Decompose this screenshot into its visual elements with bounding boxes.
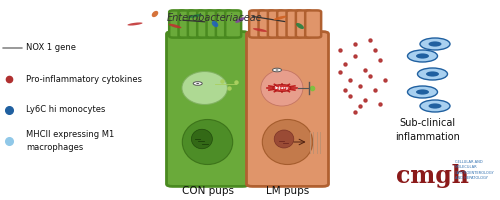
Ellipse shape	[253, 28, 267, 32]
Text: MHCII expressing M1
macrophages: MHCII expressing M1 macrophages	[26, 130, 115, 152]
Text: LM pups: LM pups	[266, 186, 309, 196]
FancyBboxPatch shape	[277, 10, 293, 38]
Ellipse shape	[182, 119, 232, 164]
Text: cmgh: cmgh	[396, 164, 469, 188]
FancyBboxPatch shape	[286, 10, 302, 38]
Circle shape	[420, 100, 450, 112]
Circle shape	[408, 86, 438, 98]
Text: Ly6C hi monocytes: Ly6C hi monocytes	[26, 106, 106, 114]
FancyBboxPatch shape	[225, 10, 241, 38]
Circle shape	[428, 103, 442, 109]
Ellipse shape	[274, 16, 286, 20]
Text: Pro-inflammatory cytokines: Pro-inflammatory cytokines	[26, 74, 142, 84]
Text: CELLULAR AND
MOLECULAR
GASTROENTEROLOGY
AND HEPATOLOGY: CELLULAR AND MOLECULAR GASTROENTEROLOGY …	[455, 160, 494, 180]
Text: Injury: Injury	[274, 86, 289, 90]
Text: CON pups: CON pups	[182, 186, 234, 196]
FancyBboxPatch shape	[206, 10, 222, 38]
FancyBboxPatch shape	[169, 10, 185, 38]
FancyBboxPatch shape	[188, 10, 204, 38]
Circle shape	[273, 84, 291, 92]
Ellipse shape	[192, 129, 212, 149]
FancyBboxPatch shape	[166, 32, 248, 186]
Ellipse shape	[128, 22, 142, 26]
Circle shape	[408, 50, 438, 62]
Ellipse shape	[188, 14, 202, 18]
Text: Sub-clinical
inflammation: Sub-clinical inflammation	[395, 118, 460, 142]
Ellipse shape	[152, 11, 158, 17]
Circle shape	[420, 38, 450, 50]
Circle shape	[416, 53, 429, 59]
Circle shape	[416, 89, 429, 95]
FancyBboxPatch shape	[258, 10, 274, 38]
Circle shape	[418, 68, 448, 80]
Ellipse shape	[262, 119, 312, 164]
Circle shape	[272, 68, 281, 72]
FancyBboxPatch shape	[216, 10, 232, 38]
Circle shape	[193, 82, 202, 85]
Text: Enterobacteriaceae: Enterobacteriaceae	[167, 13, 263, 23]
Ellipse shape	[168, 24, 181, 28]
FancyBboxPatch shape	[305, 10, 321, 38]
Circle shape	[276, 69, 278, 71]
Ellipse shape	[182, 72, 228, 105]
Ellipse shape	[296, 23, 304, 29]
Text: NOX 1 gene: NOX 1 gene	[26, 44, 76, 52]
FancyBboxPatch shape	[296, 10, 312, 38]
Ellipse shape	[212, 21, 218, 27]
Circle shape	[426, 71, 439, 77]
FancyBboxPatch shape	[249, 10, 265, 38]
FancyBboxPatch shape	[268, 10, 284, 38]
Ellipse shape	[274, 130, 294, 148]
Circle shape	[196, 83, 199, 84]
FancyBboxPatch shape	[178, 10, 194, 38]
FancyBboxPatch shape	[197, 10, 213, 38]
FancyBboxPatch shape	[246, 32, 328, 186]
Circle shape	[428, 41, 442, 47]
Ellipse shape	[261, 70, 303, 106]
Ellipse shape	[235, 17, 245, 23]
